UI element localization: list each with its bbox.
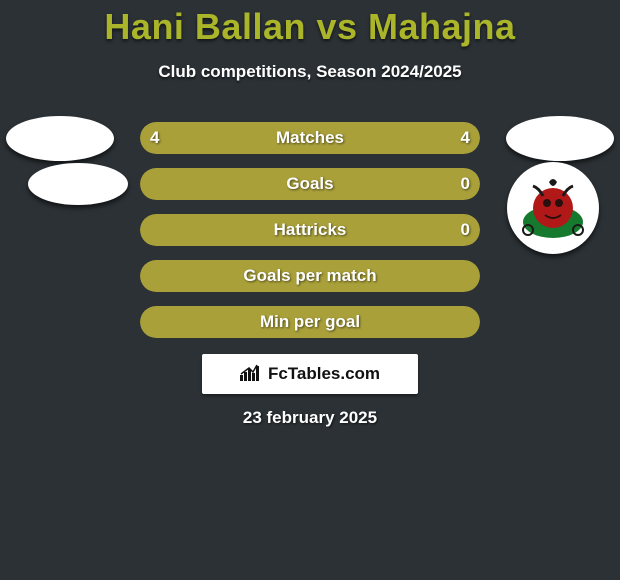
ellipse-icon <box>6 116 114 161</box>
ellipse-icon <box>506 116 614 161</box>
stat-value-left: 4 <box>150 122 159 154</box>
stat-bar-left <box>140 214 480 246</box>
stat-row: Goals 0 <box>0 168 620 214</box>
stat-value-right: 4 <box>461 122 470 154</box>
stat-bar <box>140 122 480 154</box>
page-subtitle: Club competitions, Season 2024/2025 <box>0 62 620 82</box>
player-right-avatar <box>506 116 614 161</box>
stat-row: Hattricks 0 <box>0 214 620 260</box>
player-left-avatar <box>6 116 114 161</box>
branding-badge: FcTables.com <box>202 354 418 394</box>
stats-rows: 4 Matches 4 <box>0 122 620 352</box>
page-title: Hani Ballan vs Mahajna <box>0 0 620 48</box>
stat-bar-left <box>140 306 480 338</box>
comparison-infographic: Hani Ballan vs Mahajna Club competitions… <box>0 0 620 580</box>
branding-text: FcTables.com <box>268 364 380 384</box>
stat-value-right: 0 <box>461 214 470 246</box>
stat-bar-left <box>140 260 480 292</box>
date-text: 23 february 2025 <box>0 408 620 428</box>
stat-bar-left <box>140 168 480 200</box>
stat-value-right: 0 <box>461 168 470 200</box>
stat-row: Min per goal <box>0 306 620 352</box>
stat-bar <box>140 260 480 292</box>
stat-bar <box>140 214 480 246</box>
stat-bar-right <box>310 122 480 154</box>
stat-bar-left <box>140 122 310 154</box>
stat-bar <box>140 168 480 200</box>
stat-bar <box>140 306 480 338</box>
bars-icon <box>240 363 262 386</box>
stat-row: 4 Matches 4 <box>0 122 620 168</box>
stat-row: Goals per match <box>0 260 620 306</box>
